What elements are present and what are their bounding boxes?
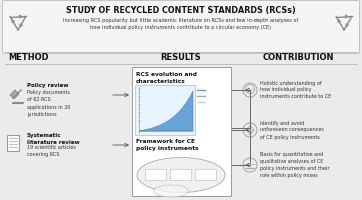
Text: Systematic
literature review: Systematic literature review <box>27 133 80 145</box>
Text: Framework for CE
policy instruments: Framework for CE policy instruments <box>136 139 199 151</box>
Polygon shape <box>139 91 193 131</box>
Text: Basis for quantitative and
qualitative analyses of CE
policy instruments and the: Basis for quantitative and qualitative a… <box>260 152 329 178</box>
Text: STUDY OF RECYCLED CONTENT STANDARDS (RCSs): STUDY OF RECYCLED CONTENT STANDARDS (RCS… <box>66 6 296 16</box>
Text: 19 scientific articles
covering RCS: 19 scientific articles covering RCS <box>27 145 76 157</box>
FancyBboxPatch shape <box>7 135 19 151</box>
FancyBboxPatch shape <box>3 0 359 53</box>
FancyBboxPatch shape <box>169 168 190 180</box>
Text: RESULTS: RESULTS <box>161 53 201 62</box>
Text: Policy review: Policy review <box>27 83 68 88</box>
Text: RCS evolution and
characteristics: RCS evolution and characteristics <box>136 72 197 84</box>
Polygon shape <box>10 90 19 99</box>
FancyBboxPatch shape <box>131 66 231 196</box>
Text: METHOD: METHOD <box>8 53 49 62</box>
Text: Identify and avoid
unforeseen consequences
of CE policy instruments: Identify and avoid unforeseen consequenc… <box>260 120 324 140</box>
FancyBboxPatch shape <box>194 168 215 180</box>
Text: Holistic understanding of
how individual policy
instruments contribute to CE: Holistic understanding of how individual… <box>260 80 331 99</box>
FancyBboxPatch shape <box>144 168 165 180</box>
Ellipse shape <box>137 158 225 192</box>
Text: CONTRIBUTION: CONTRIBUTION <box>262 53 334 62</box>
Text: Increasing RCS popularity but little academic literature on RCSs and few in-dept: Increasing RCS popularity but little aca… <box>63 18 299 30</box>
Ellipse shape <box>153 185 189 197</box>
FancyBboxPatch shape <box>135 85 195 135</box>
Text: Policy documents
of 62 RCS
applications in 30
jurisdictions: Policy documents of 62 RCS applications … <box>27 90 70 117</box>
